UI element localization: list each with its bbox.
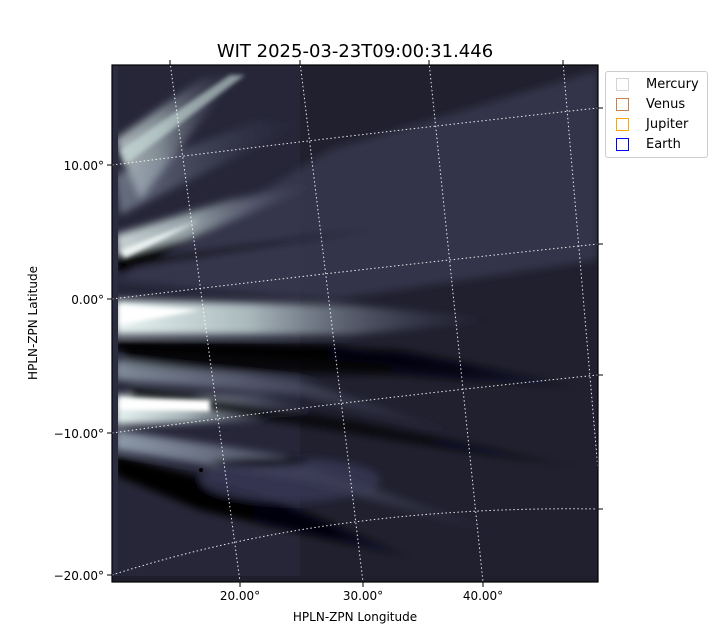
legend-label: Mercury [646, 76, 699, 92]
grid-lat-0 [112, 243, 598, 300]
legend-swatch [616, 97, 629, 111]
grid-lines [112, 65, 598, 582]
legend-item-venus: Venus [616, 95, 685, 113]
chart-title: WIT 2025-03-23T09:00:31.446 [217, 41, 493, 62]
grid-lat-m20 [112, 508, 598, 576]
legend-item-jupiter: Jupiter [616, 115, 688, 133]
grid-lon-30 [299, 65, 364, 582]
y-tick-label: −10.00° [54, 427, 104, 441]
y-tick-label: −20.00° [54, 569, 104, 583]
grid-lon-20 [169, 65, 241, 582]
legend-swatch [616, 137, 629, 151]
grid-lat-m10 [112, 374, 598, 434]
ticks [107, 60, 603, 587]
legend-item-earth: Earth [616, 135, 681, 153]
grid-lat-10 [112, 107, 598, 166]
y-tick-label: 0.00° [71, 293, 104, 307]
y-axis-label: HPLN-ZPN Latitude [26, 266, 40, 380]
x-axis-label: HPLN-ZPN Longitude [293, 610, 417, 624]
legend-item-mercury: Mercury [616, 75, 699, 93]
x-tick-label: 40.00° [463, 589, 503, 603]
planet-marker [199, 468, 203, 472]
legend-label: Venus [646, 96, 686, 112]
grid-lon-40 [428, 65, 484, 582]
legend-label: Jupiter [646, 116, 689, 132]
legend-label: Earth [646, 136, 681, 152]
image-plot [112, 65, 598, 582]
x-tick-label: 20.00° [220, 589, 260, 603]
y-tick-label: 10.00° [64, 159, 104, 173]
legend-swatch [616, 77, 629, 91]
grid-lon-50 [562, 65, 598, 471]
legend: Mercury Venus Jupiter Earth [605, 71, 708, 158]
legend-swatch [616, 117, 629, 131]
x-tick-label: 30.00° [343, 589, 383, 603]
axes-frame [111, 64, 599, 583]
